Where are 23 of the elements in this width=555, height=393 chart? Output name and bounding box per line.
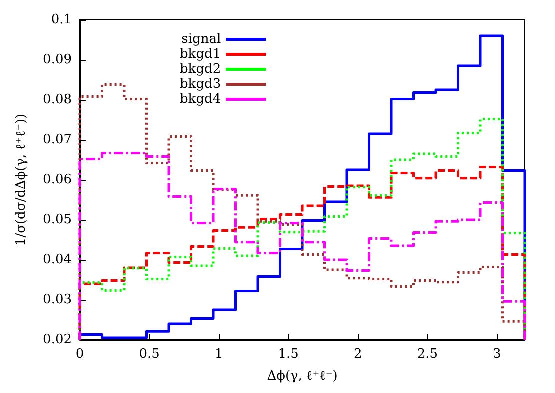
legend-label: bkgd3	[180, 77, 222, 92]
x-tick-label: 2.5	[417, 347, 438, 362]
y-tick-label: 0.04	[43, 252, 72, 268]
legend-label: bkgd2	[180, 62, 222, 77]
y-tick-label: 0.02	[43, 332, 72, 348]
y-tick-label: 0.07	[43, 132, 72, 148]
x-tick-label: 2	[354, 347, 362, 362]
y-tick-label: 0.08	[43, 92, 72, 108]
y-axis-title: 1/σ(dσ/dΔϕ(γ, ℓ⁺ℓ⁻))	[14, 114, 29, 246]
y-tick-label: 0.1	[51, 12, 72, 28]
legend-label: signal	[182, 32, 222, 47]
legend-label: bkgd1	[180, 47, 222, 62]
y-tick-label: 0.06	[43, 172, 72, 188]
y-tick-label: 0.09	[43, 52, 72, 68]
x-tick-label: 3	[493, 347, 502, 362]
x-tick-label: 1	[214, 347, 224, 362]
y-tick-label: 0.03	[43, 292, 72, 308]
legend-label: bkgd4	[180, 92, 222, 107]
x-tick-label: 1.5	[278, 347, 299, 362]
x-tick-label: 0	[76, 347, 84, 362]
y-tick-label: 0.05	[43, 212, 72, 228]
x-axis-title: Δϕ(γ, ℓ⁺ℓ⁻)	[267, 369, 338, 384]
x-tick-label: 0.5	[139, 347, 160, 362]
